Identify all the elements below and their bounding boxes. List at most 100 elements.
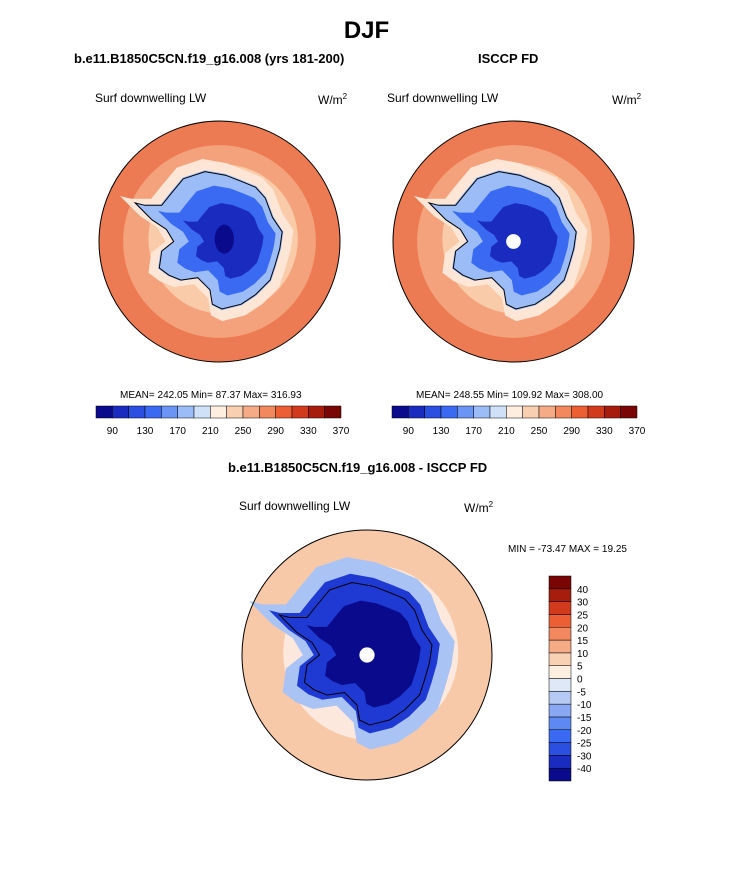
colorbar-tick-label: 20 [577,623,589,634]
colorbar-box [291,405,309,419]
colorbar-tick-label: 210 [202,426,219,437]
panel-3-title: b.e11.B1850C5CN.f19_g16.008 - ISCCP FD [228,460,488,475]
colorbar-tick-label: 210 [498,426,515,437]
map-border [241,529,493,781]
colorbar-tick-label: -15 [577,713,592,724]
colorbar-box [128,405,146,419]
panel-2-map [392,120,635,363]
colorbar-tick-label: 15 [577,636,589,647]
colorbar-tick-label: 330 [596,426,613,437]
colorbar-box [548,691,572,705]
panel-2-units: W/m2 [612,92,642,107]
colorbar-box [440,405,458,419]
colorbar-tick-label: 370 [629,426,646,437]
colorbar-box [571,405,589,419]
colorbar-box [620,405,638,419]
coastline [277,581,433,726]
pole-hole [359,647,375,663]
colorbar-box [548,703,572,718]
colorbar-box [408,405,425,419]
colorbar-box [391,405,409,419]
colorbar-tick-label: 130 [137,426,154,437]
colorbar-tick-label: 10 [577,649,589,660]
panel-1-title: b.e11.B1850C5CN.f19_g16.008 (yrs 181-200… [74,51,345,66]
colorbar-box [193,405,211,419]
colorbar-tick-label: 170 [169,426,186,437]
colorbar-box [242,405,260,419]
colorbar-tick-label: 40 [577,585,589,596]
colorbar-box [522,405,540,419]
colorbar-tick-label: 170 [465,426,482,437]
colorbar-box [548,601,572,615]
panel-3-stats: MIN = -73.47 MAX = 19.25 [508,544,627,555]
colorbar-box [473,405,491,419]
colorbar-box [548,627,572,641]
page-title: DJF [343,17,390,44]
colorbar-box [548,652,572,666]
pole-hole [506,234,521,249]
colorbar-box [457,405,474,419]
colorbar-box [555,405,572,419]
colorbar-tick-label: 90 [107,426,119,437]
colorbar-tick-label: 330 [300,426,317,437]
land-core-contour [214,224,234,254]
colorbar-box [95,405,113,419]
panel-1-stats: MEAN= 242.05 Min= 87.37 Max= 316.93 [120,390,302,401]
panel-3-map [241,529,493,781]
colorbar-tick-label: -25 [577,739,592,750]
panel-3-units: W/m2 [464,500,494,515]
colorbar-box [324,405,342,419]
panel-2-stats: MEAN= 248.55 Min= 109.92 Max= 308.00 [416,390,604,401]
colorbar-box [548,575,572,590]
colorbar-tick-label: 130 [433,426,450,437]
colorbar-tick-label: 290 [563,426,580,437]
map-border [392,120,635,363]
colorbar-box [308,405,325,419]
panel-1-colorbar: 90 130 170 210 250 290 330 370 [95,405,350,437]
colorbar-box [226,405,244,419]
colorbar-box [489,405,507,419]
colorbar-box [548,678,572,692]
coastline [427,171,577,310]
colorbar-tick-label: -40 [577,764,592,775]
panel-2-title: ISCCP FD [478,51,539,66]
colorbar-tick-label: 90 [403,426,415,437]
colorbar-box [548,767,572,782]
panel-1-variable-label: Surf downwelling LW [95,91,207,105]
colorbar-tick-label: 250 [235,426,252,437]
panel-2-variable-label: Surf downwelling LW [387,91,499,105]
colorbar-tick-label: 0 [577,675,583,686]
colorbar-box [177,405,195,419]
colorbar-box [548,742,572,756]
colorbar-box [144,405,162,419]
colorbar-box [587,405,605,419]
panel-3-variable-label: Surf downwelling LW [239,499,351,513]
colorbar-box [548,614,572,628]
colorbar-box [259,405,276,419]
panel-1-units: W/m2 [318,92,348,107]
colorbar-tick-label: -10 [577,700,592,711]
colorbar-box [548,716,572,730]
colorbar-tick-label: 370 [333,426,350,437]
colorbar-tick-label: 290 [267,426,284,437]
coastline [133,171,283,310]
panel-1-map [98,120,341,363]
colorbar-box [548,729,572,743]
colorbar-box [548,639,572,654]
colorbar-box [604,405,621,419]
colorbar-box [548,755,572,769]
colorbar-box [506,405,523,419]
colorbar-tick-label: 25 [577,610,589,621]
colorbar-tick-label: -30 [577,751,592,762]
colorbar-box [538,405,556,419]
colorbar-box [548,588,572,602]
colorbar-box [112,405,129,419]
map-border [98,120,341,363]
panel-2-colorbar: 90 130 170 210 250 290 330 370 [391,405,646,437]
colorbar-box [275,405,293,419]
colorbar-box [161,405,178,419]
colorbar-box [424,405,442,419]
colorbar-tick-label: 5 [577,662,583,673]
colorbar-tick-label: -5 [577,687,586,698]
